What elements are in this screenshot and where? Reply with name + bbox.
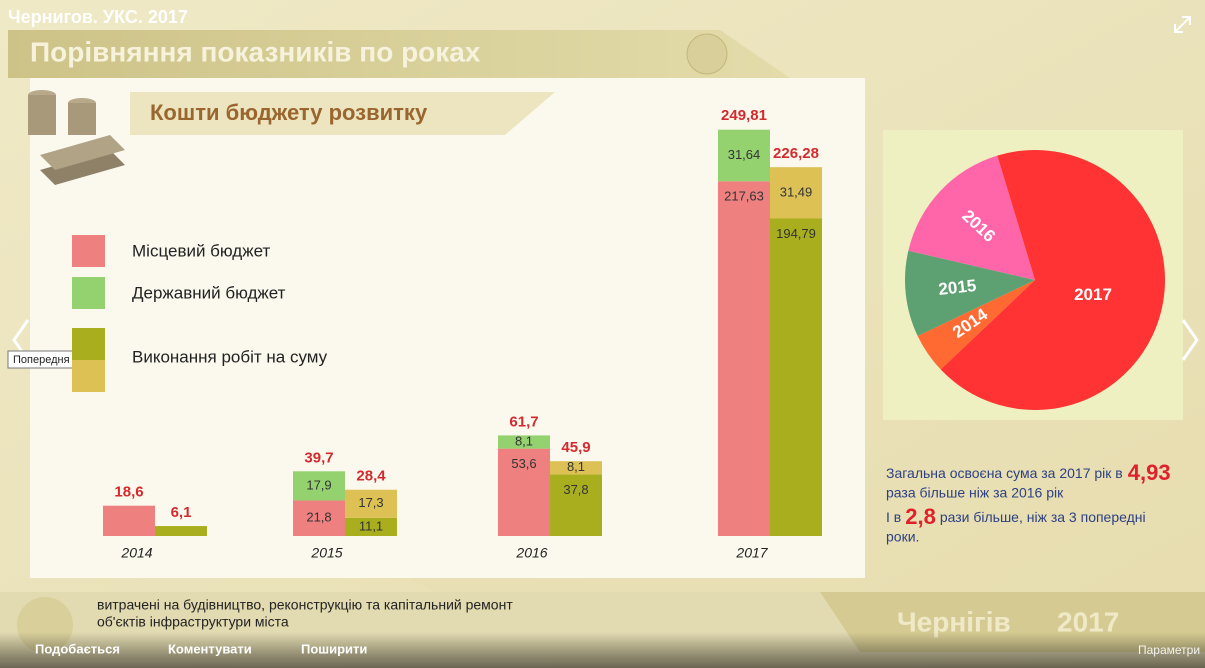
segment-label: 31,49 [780,184,813,199]
bar-segment [498,435,550,449]
title-band [8,30,790,78]
pie-slice [940,150,1165,410]
pie-label: 2015 [938,276,978,299]
total-label: 249,81 [721,107,767,124]
next-arrow[interactable] [1181,319,1199,361]
total-label: 39,7 [304,449,333,466]
segment-label: 53,6 [511,456,536,471]
total-label: 45,9 [561,439,590,456]
bar-segment [293,471,345,501]
bar-segment [345,517,397,536]
segment-label: 31,64 [728,147,761,162]
footer-text: об'єктів інфраструктури міста [97,614,289,630]
pie-slice [908,155,1035,280]
note-text: Загальна освоєна сума за 2017 рік в [886,465,1123,481]
segment-label: 17,3 [358,495,383,510]
bar-segment [103,505,155,536]
x-tick-label: 2017 [735,545,768,561]
note-text: рази більше, ніж за 3 попередні [940,509,1146,525]
settings-button[interactable]: Параметри [1138,643,1200,657]
x-tick-label: 2014 [120,545,152,561]
toolbar [0,632,1205,668]
chart-title-band [130,92,555,135]
total-label: 226,28 [773,145,819,162]
pie-slice [917,280,1035,370]
bar-segment [293,500,345,536]
bar-segment [345,489,397,518]
logo [686,33,728,75]
segment-label: 8,1 [515,433,533,448]
segment-label: 21,8 [306,510,331,525]
fullscreen-button[interactable] [1174,16,1191,33]
legend-swatch [72,277,105,309]
money-icon [28,90,125,185]
note-number: 4,93 [1128,460,1171,485]
tooltip: Попередня [13,354,70,366]
comment-button[interactable]: Коментувати [168,641,252,656]
x-tick-label: 2016 [515,545,547,561]
legend-swatch [72,360,105,392]
segment-label: 217,63 [724,189,764,204]
footer-text: витрачені на будівництво, реконструкцію … [97,597,513,613]
bar-segment [155,526,207,536]
slide-title: Порівняння показників по роках [30,36,481,67]
bar-segment [550,474,602,536]
note-text: роки. [886,529,919,545]
note-text: раза більше ніж за 2016 рік [886,485,1064,501]
pie-slice [905,250,1035,336]
segment-label: 11,1 [359,518,383,533]
chart-title: Кошти бюджету розвитку [150,100,428,125]
segment-label: 17,9 [306,477,331,492]
like-button[interactable]: Подобається [35,641,120,656]
legend-label: Місцевий бюджет [132,241,270,260]
bar-segment [550,461,602,475]
total-label: 61,7 [509,413,538,430]
bar-segment [718,129,770,182]
total-label: 18,6 [114,484,143,501]
legend-swatch [72,235,105,267]
note-number: 2,8 [905,504,936,529]
x-tick-label: 2015 [310,545,342,561]
bar-segment [770,218,822,536]
bar-segment [718,181,770,536]
bar-segment [498,448,550,536]
segment-label: 194,79 [776,226,816,241]
bar-segment [770,167,822,219]
total-label: 6,1 [171,504,192,521]
segment-label: 8,1 [567,459,585,474]
note-line: І в 2,8 рази більше, ніж за 3 попередні [886,504,1146,529]
note-line: Загальна освоєна сума за 2017 рік в 4,93 [886,460,1171,485]
window-title: Чернигов. УКС. 2017 [8,7,188,27]
note-text: І в [886,509,901,525]
legend-label: Державний бюджет [132,283,286,302]
pie-label: 2017 [1074,285,1112,304]
legend-swatch [72,328,105,360]
legend-label: Виконання робіт на суму [132,347,328,366]
share-button[interactable]: Поширити [301,641,367,656]
segment-label: 37,8 [563,482,588,497]
total-label: 28,4 [356,468,386,485]
